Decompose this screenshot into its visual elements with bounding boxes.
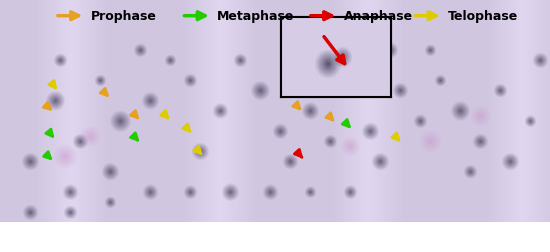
Text: Prophase: Prophase (91, 10, 157, 23)
FancyBboxPatch shape (280, 18, 390, 98)
Text: Telophase: Telophase (448, 10, 519, 23)
Text: Metaphase: Metaphase (217, 10, 295, 23)
Text: Anaphase: Anaphase (344, 10, 413, 23)
